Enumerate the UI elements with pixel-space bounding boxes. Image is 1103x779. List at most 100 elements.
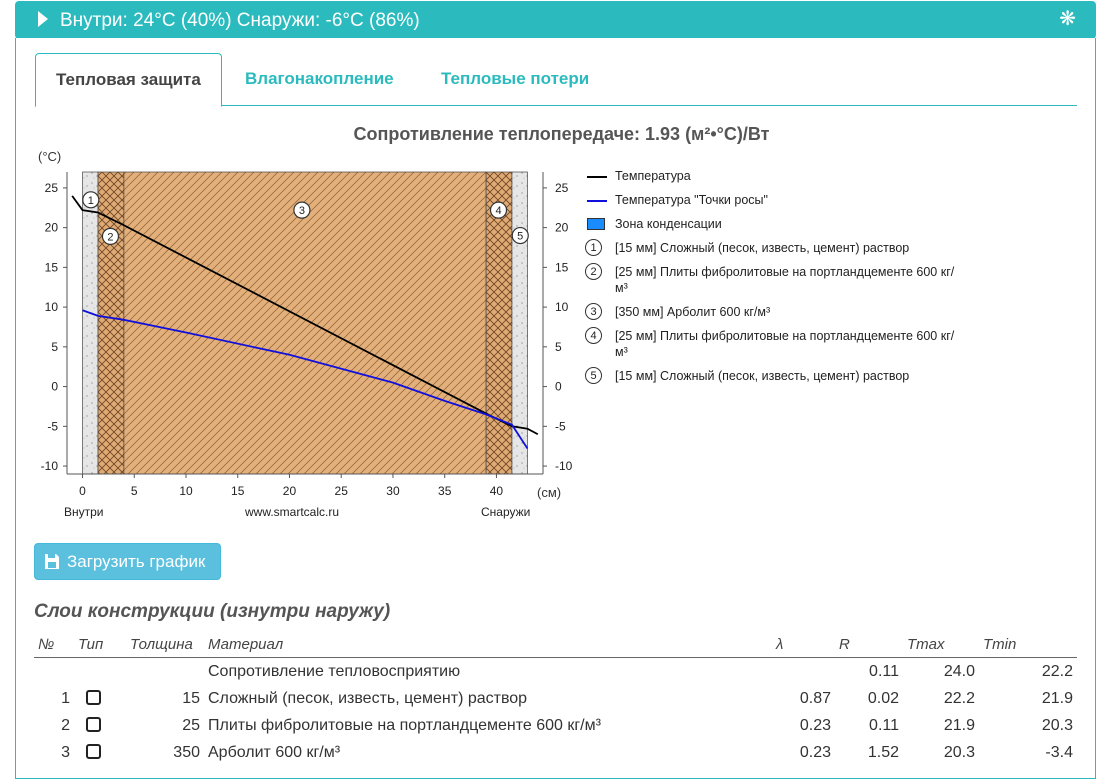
x-tick-label: 25 [335, 484, 349, 498]
cell-tmin: 21.9 [1041, 689, 1073, 707]
legend-layer-number: 5 [585, 367, 602, 384]
cell-thickness: 25 [182, 716, 200, 734]
cell-lambda: 0.23 [799, 716, 831, 734]
y-tick-label-left: 20 [45, 221, 59, 235]
cell-tmin: -3.4 [1045, 743, 1073, 761]
cell-lambda [772, 658, 835, 686]
layers-table: № Тип Толщина Материал λ R Tmax Tmin Соп… [34, 631, 1077, 766]
x-tick-label: 15 [231, 484, 245, 498]
legend-dewpoint-label: Температура "Точки росы" [615, 193, 768, 207]
y-tick-label-right: 5 [555, 340, 562, 354]
layer-marker-1: 1 [82, 191, 100, 209]
cell-material: Арболит 600 кг/м³ [208, 743, 341, 761]
legend-layer-text: [15 мм] Сложный (песок, известь, цемент)… [615, 241, 910, 255]
layer-marker-circle [293, 201, 311, 219]
x-outside-label: Снаружи [481, 505, 530, 519]
cell-num: 3 [61, 743, 70, 761]
header-title: Внутри: 24°C (40%) Снаружи: -6°C (86%) [60, 10, 420, 31]
layer-marker-circle [101, 227, 120, 245]
table-row: 2 25 Плиты фибролитовые на портландцементе… [34, 712, 1077, 739]
cell-type [74, 712, 126, 739]
cell-tmax: 21.9 [943, 716, 975, 734]
y-tick-label-left: 5 [51, 340, 58, 354]
header-thickness: Толщина [126, 631, 204, 658]
legend-layer-number: 3 [585, 303, 602, 320]
legend-layer-text: [25 мм] Плиты фибролитовые на портландце… [615, 329, 955, 359]
cell-lambda: 0.23 [799, 743, 831, 761]
cell-thickness: 350 [173, 743, 200, 761]
cell-r: 0.11 [869, 662, 899, 680]
table-row: 1 15 Сложный (песок, известь, цемент) раст… [34, 685, 1077, 712]
y-tick-label-left: 10 [45, 300, 59, 314]
temperature-chart: 1 2 3 4 5 25 25 20 20 15 15 10 10 5 5 0 0 -5 -5 -10 -10 0 5 10… [38, 149, 573, 519]
legend-layer-3: 3 [350 мм] Арболит 600 кг/м³ [585, 303, 965, 320]
temperature-line [71, 195, 539, 436]
header-bar[interactable]: Внутри: 24°C (40%) Снаружи: -6°C (86%) ❋ [15, 1, 1096, 39]
cell-lambda: 0.87 [799, 689, 831, 707]
cell-tmin: 20.3 [1041, 716, 1073, 734]
legend-condensation-swatch [587, 218, 605, 230]
cell-thickness: 15 [182, 689, 200, 707]
cell-type [74, 685, 126, 712]
cell-type [74, 739, 126, 766]
y-tick-label-right: 20 [555, 221, 569, 235]
download-button-label: Загрузить график [67, 552, 206, 571]
cell-num: 1 [61, 689, 70, 707]
cell-num: 2 [61, 716, 70, 734]
cell-material: Сопротивление тепловосприятию [208, 662, 461, 680]
layer-type-checkbox[interactable] [86, 743, 101, 759]
tab-moisture[interactable]: Влагонакопление [245, 69, 394, 88]
y-tick-label-left: 15 [45, 260, 59, 274]
x-inside-label: Внутри [64, 505, 104, 519]
legend-layer-text: [15 мм] Сложный (песок, известь, цемент)… [615, 369, 910, 383]
layer-marker-label: 1 [88, 195, 94, 207]
cell-tmax: 20.3 [943, 743, 975, 761]
cell-tmax: 22.2 [943, 689, 975, 707]
tab-thermal-protection[interactable]: Тепловая защита [35, 53, 222, 107]
layer-marker-label: 5 [517, 231, 523, 243]
cell-tmax: 24.0 [943, 662, 975, 680]
table-row: Сопротивление тепловосприятию 0.11 24.0 22.… [34, 658, 1077, 686]
legend-layer-5: 5 [15 мм] Сложный (песок, известь, цемент… [585, 367, 965, 384]
layer-marker-circle [489, 201, 508, 219]
legend-condensation: Зона конденсации [585, 216, 965, 232]
header-r: R [835, 631, 903, 658]
layer-marker-label: 4 [495, 205, 501, 217]
cell-material: Плиты фибролитовые на портландцементе 60… [208, 716, 601, 734]
snowflake-gear-icon[interactable]: ❋ [1059, 8, 1076, 30]
legend-layer-4: 4 [25 мм] Плиты фибролитовые на портландц… [585, 327, 965, 360]
dewpoint-line [82, 309, 529, 450]
table-row: 3 350 Арболит 600 кг/м³ 0.23 1.52 20.3 -3.4 [34, 739, 1077, 766]
y-tick-label-right: -10 [555, 459, 573, 473]
legend-layer-number: 4 [585, 327, 602, 344]
layer-band-2 [97, 171, 125, 475]
tab-heat-loss[interactable]: Тепловые потери [441, 69, 590, 88]
y-tick-label-right: 15 [555, 260, 569, 274]
x-tick-label: 40 [490, 484, 504, 498]
legend-layer-text: [350 мм] Арболит 600 кг/м³ [615, 305, 771, 319]
expand-triangle-icon[interactable] [38, 11, 48, 27]
layer-type-checkbox[interactable] [86, 716, 101, 732]
cell-type [74, 658, 126, 686]
download-chart-button[interactable]: Загрузить график [34, 543, 221, 580]
y-tick-label-right: 10 [555, 300, 569, 314]
header-type: Тип [74, 631, 126, 658]
layer-marker-label: 2 [107, 231, 113, 243]
chart-title: Сопротивление теплопередаче: 1.93 (м²•°C… [353, 124, 770, 144]
layer-type-checkbox[interactable] [86, 689, 101, 705]
legend-layer-1: 1 [15 мм] Сложный (песок, известь, цемент… [585, 239, 965, 256]
legend-layer-number: 1 [585, 239, 602, 256]
table-header-row: № Тип Толщина Материал λ R Tmax Tmin [34, 631, 1077, 658]
header-tmin: Tmin [979, 631, 1077, 658]
legend-line-blue [587, 200, 607, 202]
legend-layer-2: 2 [25 мм] Плиты фибролитовые на портландц… [585, 263, 965, 296]
x-tick-label: 35 [438, 484, 452, 498]
y-tick-label-left: 0 [51, 380, 58, 394]
cell-thickness [126, 658, 204, 686]
layer-marker-4: 4 [489, 201, 508, 219]
legend-condensation-label: Зона конденсации [615, 217, 722, 231]
y-tick-label-right: 25 [555, 181, 569, 195]
y-tick-label-right: -5 [555, 419, 566, 433]
layer-marker-circle [511, 226, 529, 245]
legend-layer-number: 2 [585, 263, 602, 280]
